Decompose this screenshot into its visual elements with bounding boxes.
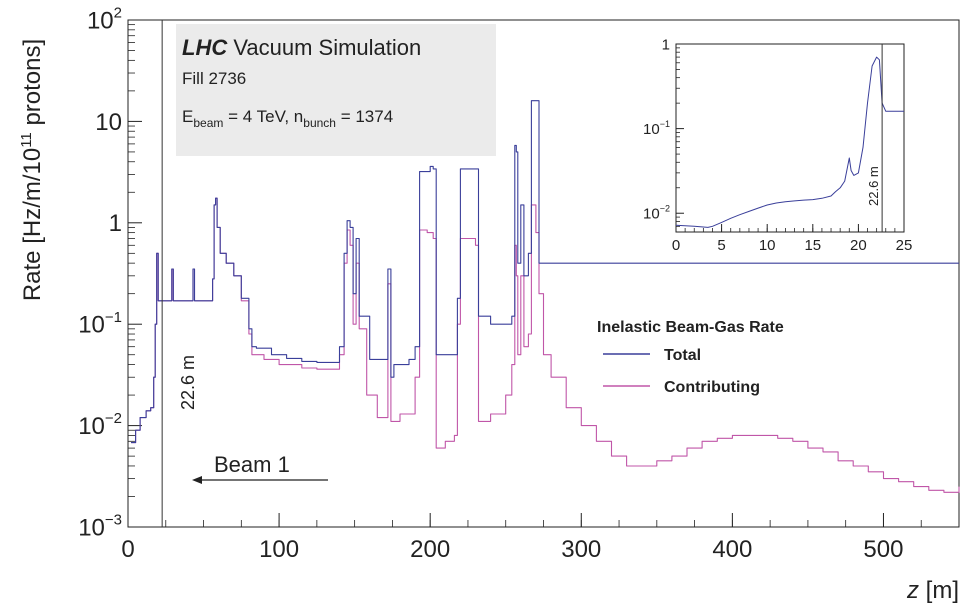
inset-x-tick-label: 25 (896, 237, 913, 254)
main-y-tick-base: 1 (109, 210, 122, 237)
header-beam-line: Ebeam = 4 TeV, nbunch = 1374 (182, 107, 393, 130)
y-axis-label: Rate [Hz/m/1011 protons] (18, 39, 46, 301)
y-axis-exp: 11 (18, 132, 35, 148)
main-series-contributing (131, 197, 960, 493)
main-y-tick-label: 1 (109, 210, 122, 237)
legend-title: Inelastic Beam-Gas Rate (597, 319, 784, 336)
main-y-tick-base: 10 (87, 7, 114, 34)
inset-y-tick-exp: −1 (660, 119, 670, 129)
inset-x-tick-label: 0 (672, 237, 680, 254)
inset-y-tick-base: 10 (643, 121, 660, 138)
header-brand: LHC (182, 35, 228, 60)
inset-y-tick-label: 1 (662, 36, 670, 53)
legend-entry-contributing: Contributing (664, 379, 760, 396)
inset-background (676, 44, 904, 232)
main-x-tick-label: 300 (561, 536, 601, 563)
inset-x-tick-label: 5 (717, 237, 725, 254)
main-series-total (131, 100, 959, 444)
header-background (176, 24, 496, 156)
header-beam-sub: beam (193, 116, 223, 130)
header-fill: Fill 2736 (182, 69, 246, 88)
inset-series-total (675, 56, 904, 228)
main-y-tick-label: 10−2 (78, 410, 122, 440)
main-x-tick-label: 0 (121, 536, 134, 563)
main-x-tick-label: 200 (410, 536, 450, 563)
y-axis-tail: protons] (19, 39, 46, 132)
inset-y-tick-base: 10 (643, 205, 660, 222)
inset-x-tick-label: 15 (804, 237, 821, 254)
inset-vline-label: 22.6 m (866, 166, 881, 206)
inset-y-tick-label: 10−1 (643, 119, 670, 138)
main-y-tick-base: 10 (95, 109, 122, 136)
main-x-tick-label: 400 (712, 536, 752, 563)
main-y-tick-base: 10 (78, 312, 105, 339)
inset-y-tick-base: 1 (662, 36, 670, 53)
inset-y-tick-label: 10−2 (643, 204, 670, 223)
main-y-tick-label: 10 (95, 109, 122, 136)
header-bunch-sub: bunch (303, 116, 336, 130)
header-beam-prefix: E (182, 107, 193, 126)
legend-entry-total: Total (664, 347, 701, 364)
main-y-tick-label: 102 (87, 5, 122, 35)
main-series (131, 100, 960, 493)
main-x-tick-label: 100 (259, 536, 299, 563)
x-axis-unit: [m] (919, 577, 959, 604)
main-y-tick-label: 10−3 (78, 512, 122, 542)
inset-series (675, 56, 904, 228)
main-y-tick-exp: −3 (105, 512, 122, 529)
main-y-tick-exp: −1 (105, 309, 122, 326)
main-y-tick-base: 10 (78, 514, 105, 541)
inset-y-tick-exp: −2 (660, 204, 670, 214)
y-axis-main: Rate [Hz/m/10 (19, 148, 46, 301)
x-axis-label: z [m] (906, 577, 959, 604)
beam-label: Beam 1 (214, 452, 290, 477)
main-y-tick-exp: 2 (114, 5, 122, 22)
header-title: Vacuum Simulation (233, 35, 421, 60)
header-bunch-tail: = 1374 (336, 107, 393, 126)
main-y-tick-exp: −2 (105, 410, 122, 427)
beam-arrow-head (192, 476, 202, 484)
header-title-line: LHC Vacuum Simulation (182, 35, 421, 60)
main-y-tick-label: 10−1 (78, 309, 122, 339)
x-axis-var: z (906, 577, 919, 604)
inset-x-tick-label: 10 (759, 237, 776, 254)
header-beam-mid: = 4 TeV, n (223, 107, 303, 126)
inset-frame (675, 43, 905, 233)
main-vline-label: 22.6 m (178, 355, 198, 410)
main-y-tick-base: 10 (78, 413, 105, 440)
inset-x-tick-label: 20 (850, 237, 867, 254)
main-x-tick-label: 500 (863, 536, 903, 563)
